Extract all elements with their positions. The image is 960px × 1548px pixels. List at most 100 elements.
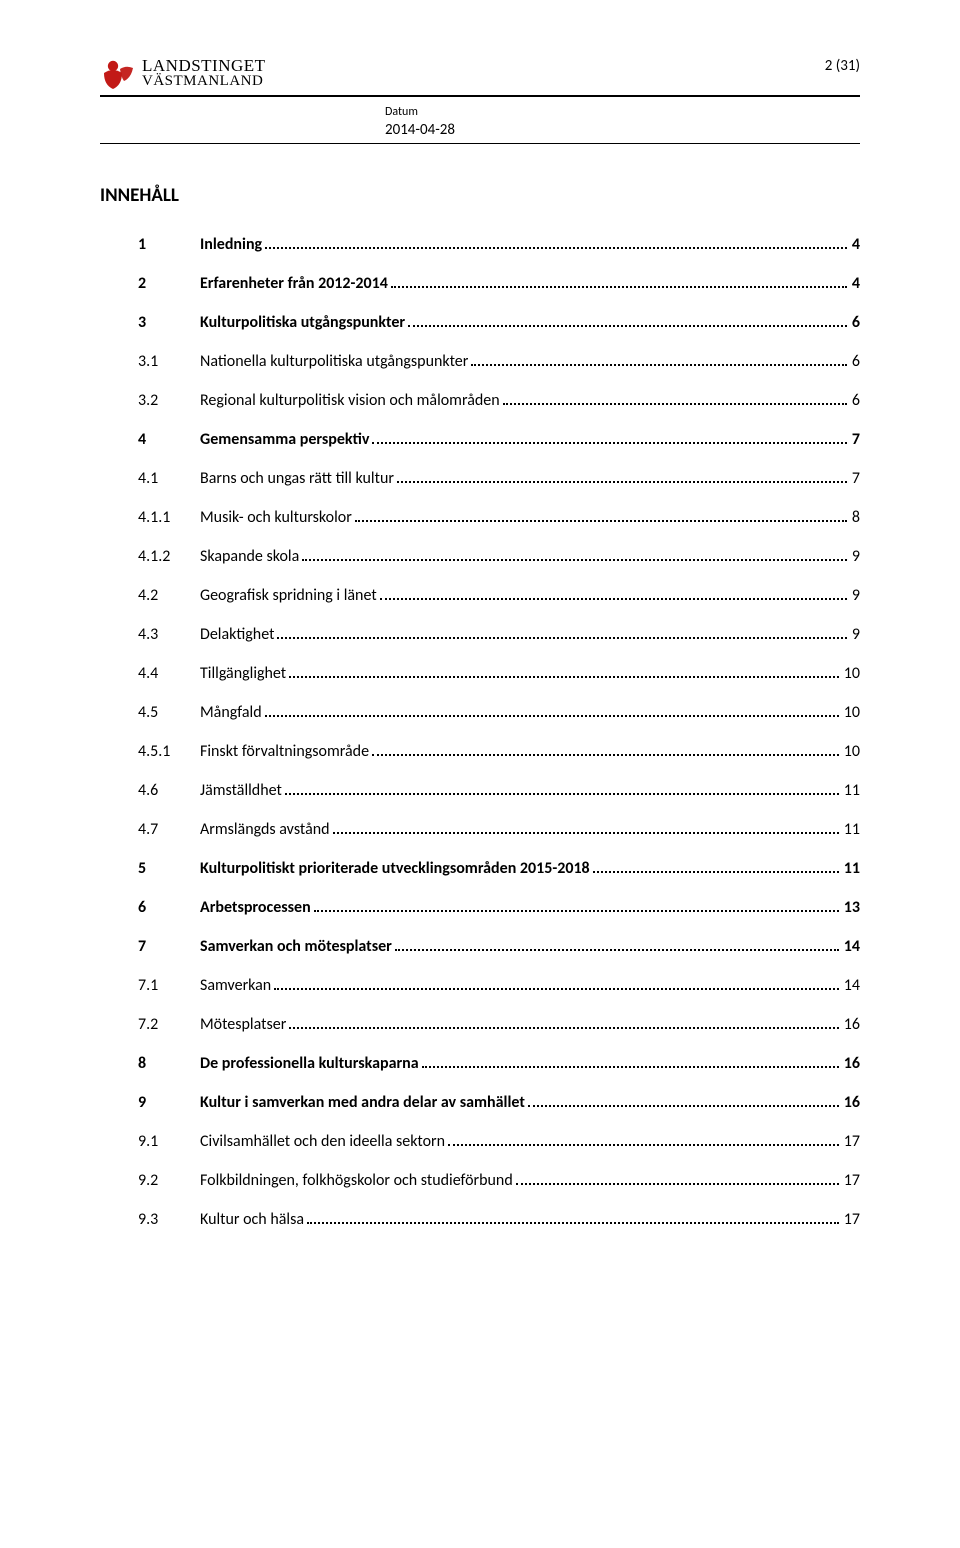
- page-number: 2 (31): [825, 57, 860, 75]
- toc-entry-page: 4: [850, 274, 860, 293]
- toc-entry: 9.2Folkbildningen, folkhögskolor och stu…: [138, 1171, 860, 1190]
- toc-leader-dots: [307, 1222, 839, 1224]
- page-header: LANDSTINGET VÄSTMANLAND 2 (31): [100, 55, 860, 91]
- toc-entry: 3Kulturpolitiska utgångspunkter6: [138, 313, 860, 332]
- toc-entry: 4.2Geografisk spridning i länet9: [138, 586, 860, 605]
- toc-entry-title: Kulturpolitiskt prioriterade utvecklings…: [200, 859, 590, 878]
- header-rule-top: [100, 95, 860, 97]
- toc-leader-dots: [408, 325, 847, 327]
- toc-entry: 5Kulturpolitiskt prioriterade utveckling…: [138, 859, 860, 878]
- toc-leader-dots: [265, 247, 847, 249]
- toc-entry-number: 4.2: [138, 586, 200, 605]
- toc-entry-page: 9: [850, 625, 860, 644]
- toc-entry-title: Samverkan: [200, 976, 271, 995]
- toc-entry: 4.5Mångfald10: [138, 703, 860, 722]
- toc-leader-dots: [372, 754, 839, 756]
- toc-leader-dots: [380, 598, 847, 600]
- toc-entry: 7Samverkan och mötesplatser 14: [138, 937, 860, 956]
- toc-leader-dots: [265, 715, 839, 717]
- toc-leader-dots: [274, 988, 839, 990]
- toc-leader-dots: [289, 1027, 839, 1029]
- toc-leader-dots: [289, 676, 839, 678]
- toc-leader-dots: [471, 364, 847, 366]
- toc-entry-page: 16: [842, 1093, 860, 1112]
- toc-entry-page: 10: [842, 664, 860, 683]
- toc-leader-dots: [397, 481, 847, 483]
- toc-entry-title: Regional kulturpolitisk vision och målom…: [200, 391, 500, 410]
- toc-leader-dots: [503, 403, 847, 405]
- landstinget-logo-icon: [100, 55, 136, 91]
- toc-leader-dots: [285, 793, 839, 795]
- toc-entry-title: Samverkan och mötesplatser: [200, 937, 392, 956]
- toc-entry: 3.1Nationella kulturpolitiska utgångspun…: [138, 352, 860, 371]
- toc-leader-dots: [448, 1144, 839, 1146]
- toc-entry-title: De professionella kulturskaparna: [200, 1054, 419, 1073]
- toc-entry-number: 7: [138, 937, 200, 956]
- toc-entry-title: Nationella kulturpolitiska utgångspunkte…: [200, 352, 468, 371]
- toc-entry: 9.1Civilsamhället och den ideella sektor…: [138, 1132, 860, 1151]
- logo-line2: VÄSTMANLAND: [142, 74, 266, 88]
- toc-entry-number: 4.3: [138, 625, 200, 644]
- toc-entry-page: 11: [842, 820, 860, 839]
- toc-entry-number: 4.5.1: [138, 742, 200, 761]
- toc-entry-number: 2: [138, 274, 200, 293]
- section-heading: INNEHÅLL: [100, 184, 860, 207]
- header-rule-bottom: [100, 143, 860, 144]
- toc-entry-page: 10: [842, 742, 860, 761]
- toc-leader-dots: [277, 637, 846, 639]
- toc-entry: 3.2Regional kulturpolitisk vision och må…: [138, 391, 860, 410]
- date-block: Datum 2014-04-28: [385, 105, 860, 139]
- toc-entry-page: 7: [850, 430, 860, 449]
- toc-entry: 4.3Delaktighet 9: [138, 625, 860, 644]
- toc-leader-dots: [593, 871, 839, 873]
- toc-leader-dots: [302, 559, 847, 561]
- toc-entry-title: Skapande skola: [200, 547, 299, 566]
- toc-entry-number: 9.3: [138, 1210, 200, 1229]
- toc-entry: 6Arbetsprocessen13: [138, 898, 860, 917]
- toc-leader-dots: [355, 520, 847, 522]
- toc-entry-title: Folkbildningen, folkhögskolor och studie…: [200, 1171, 513, 1190]
- toc-entry: 4.1.1Musik- och kulturskolor8: [138, 508, 860, 527]
- toc-entry: 7.1Samverkan14: [138, 976, 860, 995]
- toc-entry: 4Gemensamma perspektiv7: [138, 430, 860, 449]
- toc-entry-page: 16: [842, 1054, 860, 1073]
- toc-entry-title: Kultur och hälsa: [200, 1210, 304, 1229]
- toc-entry-page: 13: [842, 898, 860, 917]
- toc-entry-page: 9: [850, 547, 860, 566]
- toc-entry-page: 16: [842, 1015, 860, 1034]
- toc-entry: 9.3Kultur och hälsa 17: [138, 1210, 860, 1229]
- toc-entry: 9Kultur i samverkan med andra delar av s…: [138, 1093, 860, 1112]
- toc-entry-page: 17: [842, 1210, 860, 1229]
- toc-entry: 4.6Jämställdhet11: [138, 781, 860, 800]
- toc-entry-number: 4.1.1: [138, 508, 200, 527]
- toc-entry-number: 7.1: [138, 976, 200, 995]
- toc-entry-number: 3.1: [138, 352, 200, 371]
- toc-entry-page: 10: [842, 703, 860, 722]
- toc-leader-dots: [314, 910, 839, 912]
- toc-leader-dots: [333, 832, 839, 834]
- toc-entry-number: 4.1: [138, 469, 200, 488]
- toc-leader-dots: [516, 1183, 839, 1185]
- logo: LANDSTINGET VÄSTMANLAND: [100, 55, 266, 91]
- toc-entry-title: Gemensamma perspektiv: [200, 430, 369, 449]
- toc-entry-title: Jämställdhet: [200, 781, 282, 800]
- toc-entry-page: 11: [842, 859, 860, 878]
- toc-entry-number: 4.6: [138, 781, 200, 800]
- toc-entry: 7.2Mötesplatser16: [138, 1015, 860, 1034]
- toc-entry-title: Geografisk spridning i länet: [200, 586, 377, 605]
- toc-entry-number: 6: [138, 898, 200, 917]
- toc-entry-title: Armslängds avstånd: [200, 820, 330, 839]
- date-label: Datum: [385, 105, 860, 119]
- toc-entry-number: 9: [138, 1093, 200, 1112]
- toc-entry-page: 14: [842, 937, 860, 956]
- toc-entry-number: 4.4: [138, 664, 200, 683]
- toc-entry-page: 4: [850, 235, 860, 254]
- toc-entry-page: 17: [842, 1132, 860, 1151]
- date-value: 2014-04-28: [385, 121, 860, 139]
- toc-entry-title: Delaktighet: [200, 625, 274, 644]
- toc-entry-page: 6: [850, 313, 860, 332]
- toc-entry-number: 4.5: [138, 703, 200, 722]
- toc-entry-title: Kultur i samverkan med andra delar av sa…: [200, 1093, 525, 1112]
- toc-entry: 2Erfarenheter från 2012-20144: [138, 274, 860, 293]
- toc-entry: 4.1Barns och ungas rätt till kultur7: [138, 469, 860, 488]
